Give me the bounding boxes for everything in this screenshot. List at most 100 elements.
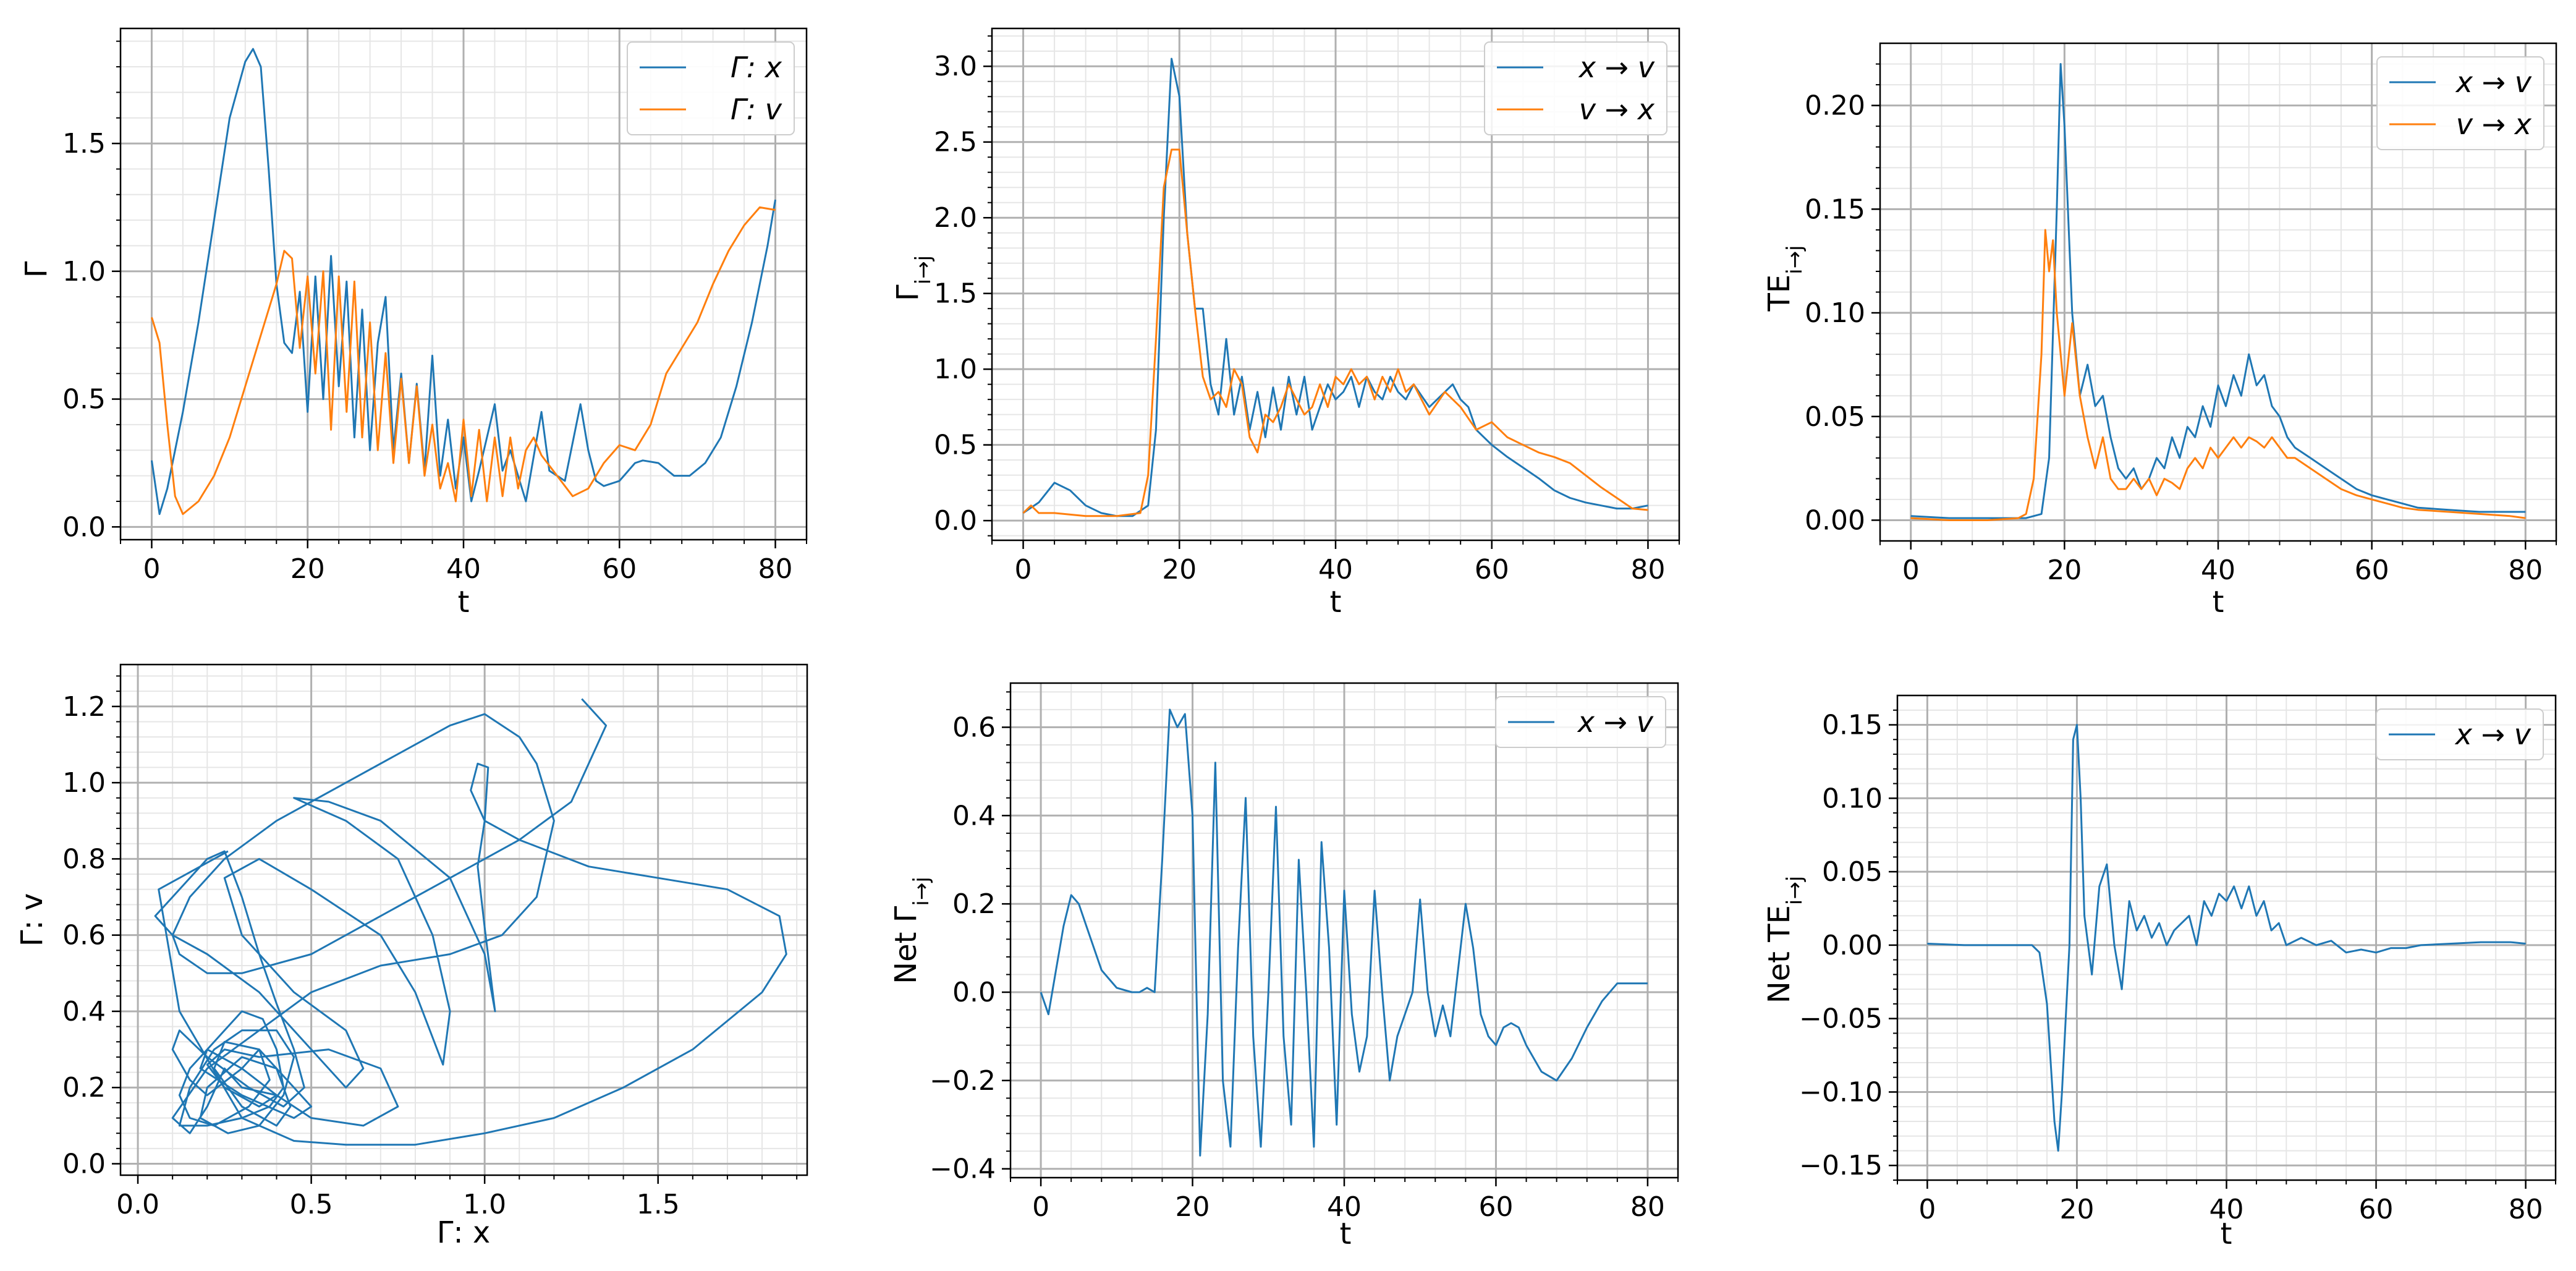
legend-label: v → x: [2456, 108, 2532, 141]
y-tick-label: 0.15: [1822, 710, 1883, 741]
x-tick-label: 20: [2047, 555, 2082, 586]
panel-gamma-time-series: 0 20 40 60 80 0.0 0.5 1.0 1.5 t Γ Γ: x Γ: v: [19, 27, 808, 619]
y-tick-label: 2.0: [934, 202, 977, 234]
legend: x → v v → x: [1484, 41, 1667, 135]
legend-box: [627, 41, 795, 135]
series-line-1: [1927, 724, 2526, 1152]
legend-box: [2376, 56, 2544, 150]
legend-label: x → v: [2454, 718, 2532, 751]
legend-label: x → v: [1577, 705, 1654, 739]
axes: 0 20 40 60 80 −0.15 −0.10 −0.05 0.00 0.05 0.10 0.15: [1799, 694, 2557, 1225]
y-tick-label: 0.00: [1822, 930, 1883, 961]
legend-label: Γ: v: [731, 93, 782, 126]
axes: 0 20 40 60 80 0.0 0.5 1.0 1.5 2.0 2.5 3.0: [934, 27, 1680, 585]
panel-phase-portrait: 0.0 0.5 1.0 1.5 0.0 0.2 0.4 0.6 0.8 1.0 1.2 Γ: x Γ…: [15, 663, 808, 1250]
x-tick-label: 0: [1918, 1194, 1936, 1225]
x-tick-label: 60: [602, 553, 637, 585]
x-tick-label: 0: [1902, 555, 1920, 586]
y-axis-label: Net Γi→j: [889, 877, 934, 984]
x-tick-label: 0: [1032, 1191, 1049, 1223]
x-tick-label: 0: [1015, 554, 1032, 585]
y-tick-label: 0.0: [62, 1149, 106, 1180]
x-axis-label: Γ: x: [437, 1215, 491, 1250]
legend-label: x → v: [2455, 66, 2532, 99]
x-axis-label: t: [1330, 585, 1342, 619]
legend-label: v → x: [1579, 93, 1655, 126]
series-lines: [1927, 724, 2526, 1152]
y-axis-label: Γi→j: [891, 255, 936, 301]
y-tick-label: 1.2: [62, 691, 106, 723]
x-tick-label: 1.5: [637, 1189, 680, 1220]
y-tick-label: 0.6: [952, 712, 996, 743]
panel-net-gamma: 0 20 40 60 80 −0.4 −0.2 0.0 0.2 0.4 0.6 t Net Γi→j…: [889, 682, 1679, 1251]
y-tick-label: 0.00: [1805, 504, 1865, 536]
x-tick-label: 20: [1176, 1191, 1210, 1223]
x-tick-label: 60: [1478, 1191, 1513, 1223]
y-axis-label: Γ: [19, 261, 54, 278]
x-tick-label: 80: [1630, 1191, 1665, 1223]
axes-frame: [119, 663, 808, 1176]
x-axis-label: t: [2221, 1217, 2232, 1251]
legend-box: [1495, 696, 1666, 748]
axes-frame: [991, 27, 1680, 542]
series-lines: [1910, 63, 2526, 521]
y-tick-label: −0.4: [930, 1154, 996, 1185]
x-axis-label: t: [2213, 585, 2224, 619]
x-tick-label: 80: [2509, 1194, 2543, 1225]
series-line-2: [1022, 148, 1648, 517]
series-lines: [151, 48, 776, 516]
x-tick-label: 80: [2508, 555, 2543, 586]
y-tick-label: 0.05: [1822, 856, 1883, 888]
y-tick-label: −0.05: [1799, 1003, 1883, 1035]
x-tick-label: 40: [2210, 1194, 2244, 1225]
panel-gamma-transfer: 0 20 40 60 80 0.0 0.5 1.0 1.5 2.0 2.5 3.0 t Γi→j x …: [891, 27, 1680, 619]
legend: x → v: [2376, 708, 2544, 760]
y-tick-label: 1.5: [62, 128, 106, 159]
y-tick-label: −0.2: [930, 1065, 996, 1097]
y-tick-label: −0.15: [1799, 1150, 1883, 1181]
y-tick-label: 0.10: [1805, 297, 1865, 329]
x-tick-label: 20: [2059, 1194, 2094, 1225]
y-tick-label: 0.0: [952, 977, 996, 1008]
y-axis-label: Γ: v: [15, 893, 49, 947]
axes-frame: [1879, 42, 2557, 542]
axes: 0.0 0.5 1.0 1.5 0.0 0.2 0.4 0.6 0.8 1.0 1.2: [62, 663, 808, 1220]
axes: 0 20 40 60 80 0.0 0.5 1.0 1.5: [62, 27, 808, 585]
x-tick-label: 60: [2355, 555, 2389, 586]
y-tick-label: −0.10: [1799, 1076, 1883, 1108]
y-tick-label: 0.2: [952, 888, 996, 920]
axes-frame: [1009, 682, 1679, 1179]
series-line-1: [1040, 708, 1648, 1157]
y-tick-label: 0.20: [1805, 90, 1865, 122]
y-tick-label: 0.05: [1805, 401, 1865, 433]
y-tick-label: 2.5: [934, 127, 977, 158]
x-axis-label: t: [458, 585, 470, 619]
y-tick-label: 0.5: [62, 384, 106, 415]
axes-frame: [1896, 694, 2557, 1181]
series-lines: [1040, 708, 1648, 1157]
panel-transfer-entropy: 0 20 40 60 80 0.00 0.05 0.10 0.15 0.20 t TEi→j x …: [1762, 42, 2557, 619]
x-tick-label: 0.0: [116, 1189, 159, 1220]
legend-label: x → v: [1578, 51, 1655, 84]
x-tick-label: 1.0: [463, 1189, 506, 1220]
series-line-1: [1910, 63, 2526, 519]
y-tick-label: 0.15: [1805, 193, 1865, 225]
x-tick-label: 40: [1327, 1191, 1362, 1223]
x-tick-label: 0: [143, 553, 160, 585]
legend-box: [1484, 41, 1667, 135]
axes: 0 20 40 60 80 0.00 0.05 0.10 0.15 0.20: [1805, 42, 2557, 586]
y-tick-label: 0.10: [1822, 783, 1883, 814]
y-tick-label: 0.0: [934, 505, 977, 537]
x-tick-label: 40: [2201, 555, 2235, 586]
y-tick-label: 1.0: [934, 354, 977, 385]
panel-net-transfer-entropy: 0 20 40 60 80 −0.15 −0.10 −0.05 0.00 0.05 0.10 0.15…: [1762, 694, 2557, 1251]
y-tick-label: 0.4: [62, 996, 106, 1027]
y-tick-label: 0.4: [952, 800, 996, 831]
series-lines: [154, 698, 787, 1146]
x-tick-label: 80: [758, 553, 793, 585]
y-axis-label: Net TEi→j: [1762, 876, 1807, 1004]
y-tick-label: 3.0: [934, 51, 977, 82]
y-tick-label: 1.5: [934, 278, 977, 310]
grid: [121, 665, 807, 1175]
